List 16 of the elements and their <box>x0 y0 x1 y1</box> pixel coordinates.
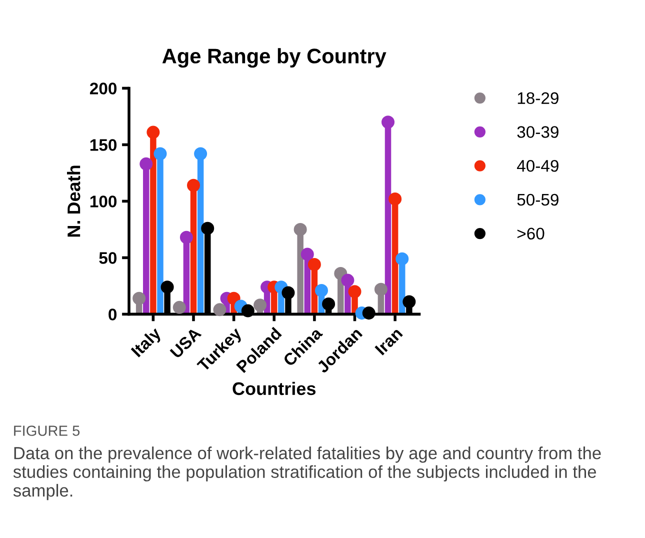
chart-title: Age Range by Country <box>162 48 386 68</box>
legend-label: 50-59 <box>517 194 558 206</box>
caption: FIGURE 5 <box>14 426 80 436</box>
y-tick-label: 0 <box>108 308 117 320</box>
legend-label: 18-29 <box>518 92 558 104</box>
x-tick-label: Iran <box>374 327 403 356</box>
x-axis-title: Countries <box>232 382 316 396</box>
y-tick-label: 100 <box>90 196 117 208</box>
y-tick-label: 200 <box>90 82 117 94</box>
legend-label: 40-49 <box>516 160 558 172</box>
legend-label: 30-39 <box>517 126 558 138</box>
y-tick-label: 50 <box>99 252 117 264</box>
y-tick-label: 150 <box>90 139 117 151</box>
text: Data on the prevalence of work-related fatalities by age and country from the studies containing the population stratification of the subjects included in the sample. <box>13 446 601 500</box>
legend-label: >60 <box>517 228 544 240</box>
y-axis-title: N. Death <box>67 166 80 237</box>
